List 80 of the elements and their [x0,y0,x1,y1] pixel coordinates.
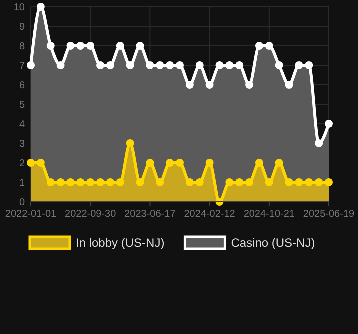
y-tick-label: 0 [19,198,26,208]
point [196,178,204,186]
point [265,42,274,50]
point [206,81,214,89]
point [295,62,304,70]
point [196,62,204,70]
point [146,62,154,70]
y-tick-label: 8 [19,42,26,52]
point [285,81,294,89]
point [186,81,194,89]
point [156,178,164,186]
point [76,42,85,50]
point [255,159,264,167]
x-tick-label: 2022-09-30 [65,209,117,220]
x-tick-label: 2024-02-12 [184,209,236,220]
y-tick-label: 3 [19,139,26,150]
point [216,62,224,70]
point [166,62,174,70]
point [275,62,284,70]
point [86,42,95,50]
point [106,178,114,186]
legend-label: Casino (US-NJ) [231,236,316,250]
point [96,62,105,70]
point [315,140,324,148]
point [66,42,75,50]
y-tick-label: 6 [19,80,26,92]
point [206,159,214,167]
point [226,62,234,70]
point [46,42,55,50]
point [116,42,124,50]
point [325,120,333,128]
point [27,62,35,70]
y-tick-label: 4 [19,120,26,130]
point [246,81,254,89]
point [126,140,134,148]
x-tick-label: 2022-01-01 [5,209,58,220]
point [246,178,254,186]
point [116,178,124,186]
point [27,159,35,167]
point [166,159,174,167]
point [295,178,304,186]
point [136,178,144,186]
point [96,178,105,186]
y-tick-label: 9 [19,22,26,33]
point [156,62,164,70]
point [56,62,65,70]
point [176,62,184,70]
point [56,178,65,186]
point [126,62,134,70]
point [46,178,55,186]
legend-label: In lobby (US-NJ) [76,236,165,250]
y-tick-label: 10 [14,2,26,14]
point [236,62,244,70]
point [146,159,154,167]
point [36,3,45,11]
point [265,178,274,186]
point [66,178,75,186]
point [76,178,85,186]
point [236,178,244,186]
point [86,178,95,186]
y-tick-label: 7 [19,61,26,72]
point [285,178,294,186]
y-tick-label: 1 [19,178,26,189]
y-tick-label: 5 [19,100,26,111]
point [305,62,314,70]
point [325,178,333,186]
point [36,159,45,167]
point [275,159,284,167]
point [136,42,144,50]
point [305,178,314,186]
point [176,159,184,167]
x-tick-label: 2023-06-17 [124,209,176,220]
point [226,178,234,186]
x-tick-label: 2024-10-21 [244,209,296,220]
x-tick-label: 2025-06-19 [303,209,356,220]
point [315,178,324,186]
point [106,62,114,70]
point [186,178,194,186]
y-tick-label: 2 [19,158,26,170]
point [255,42,264,50]
